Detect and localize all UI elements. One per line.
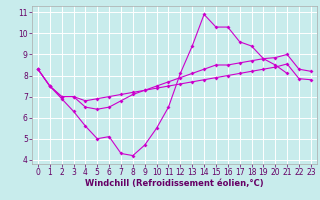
X-axis label: Windchill (Refroidissement éolien,°C): Windchill (Refroidissement éolien,°C) — [85, 179, 264, 188]
